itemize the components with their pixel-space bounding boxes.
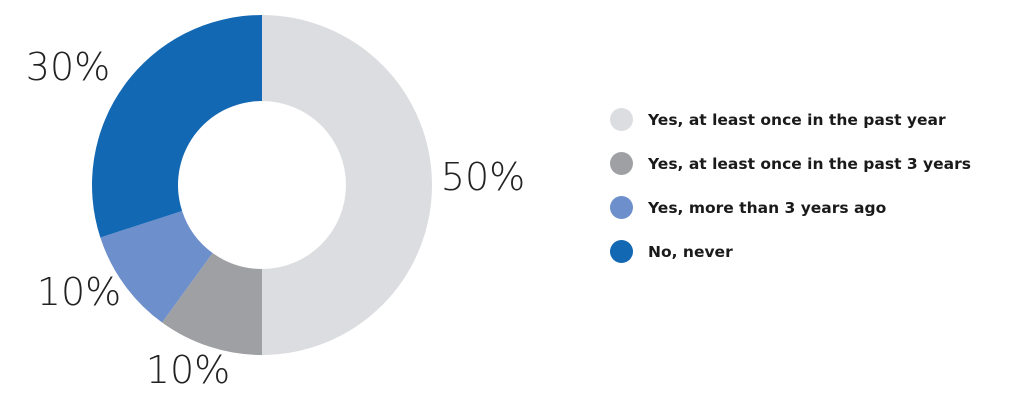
legend-item-more-than-3-years: Yes, more than 3 years ago (610, 193, 971, 222)
donut-slice-more-than-3-years (100, 210, 213, 323)
slice-label-past-year: 50% (441, 155, 525, 199)
slice-label-never: 30% (26, 45, 110, 89)
legend-swatch-never (610, 240, 633, 263)
legend-swatch-past-year (610, 108, 633, 131)
donut-slices (91, 15, 432, 355)
legend-item-past-3-years: Yes, at least once in the past 3 years (610, 149, 971, 178)
legend-swatch-more-than-3-years (610, 196, 633, 219)
legend-swatch-past-3-years (610, 152, 633, 175)
legend-label-never: No, never (648, 242, 733, 261)
slice-labels: 50% 10% 10% 30% (26, 45, 525, 392)
legend-label-past-year: Yes, at least once in the past year (648, 110, 946, 129)
donut-slice-never (91, 15, 262, 238)
donut-slice-past-year (262, 15, 432, 355)
slice-label-past-3-years: 10% (146, 348, 230, 392)
legend-item-past-year: Yes, at least once in the past year (610, 105, 971, 134)
donut-slice-past-3-years (162, 252, 262, 355)
legend-label-more-than-3-years: Yes, more than 3 years ago (648, 198, 887, 217)
legend-label-past-3-years: Yes, at least once in the past 3 years (648, 154, 971, 173)
legend-item-never: No, never (610, 237, 971, 266)
legend: Yes, at least once in the past year Yes,… (610, 105, 971, 281)
slice-label-more-than-3-years: 10% (37, 270, 121, 314)
